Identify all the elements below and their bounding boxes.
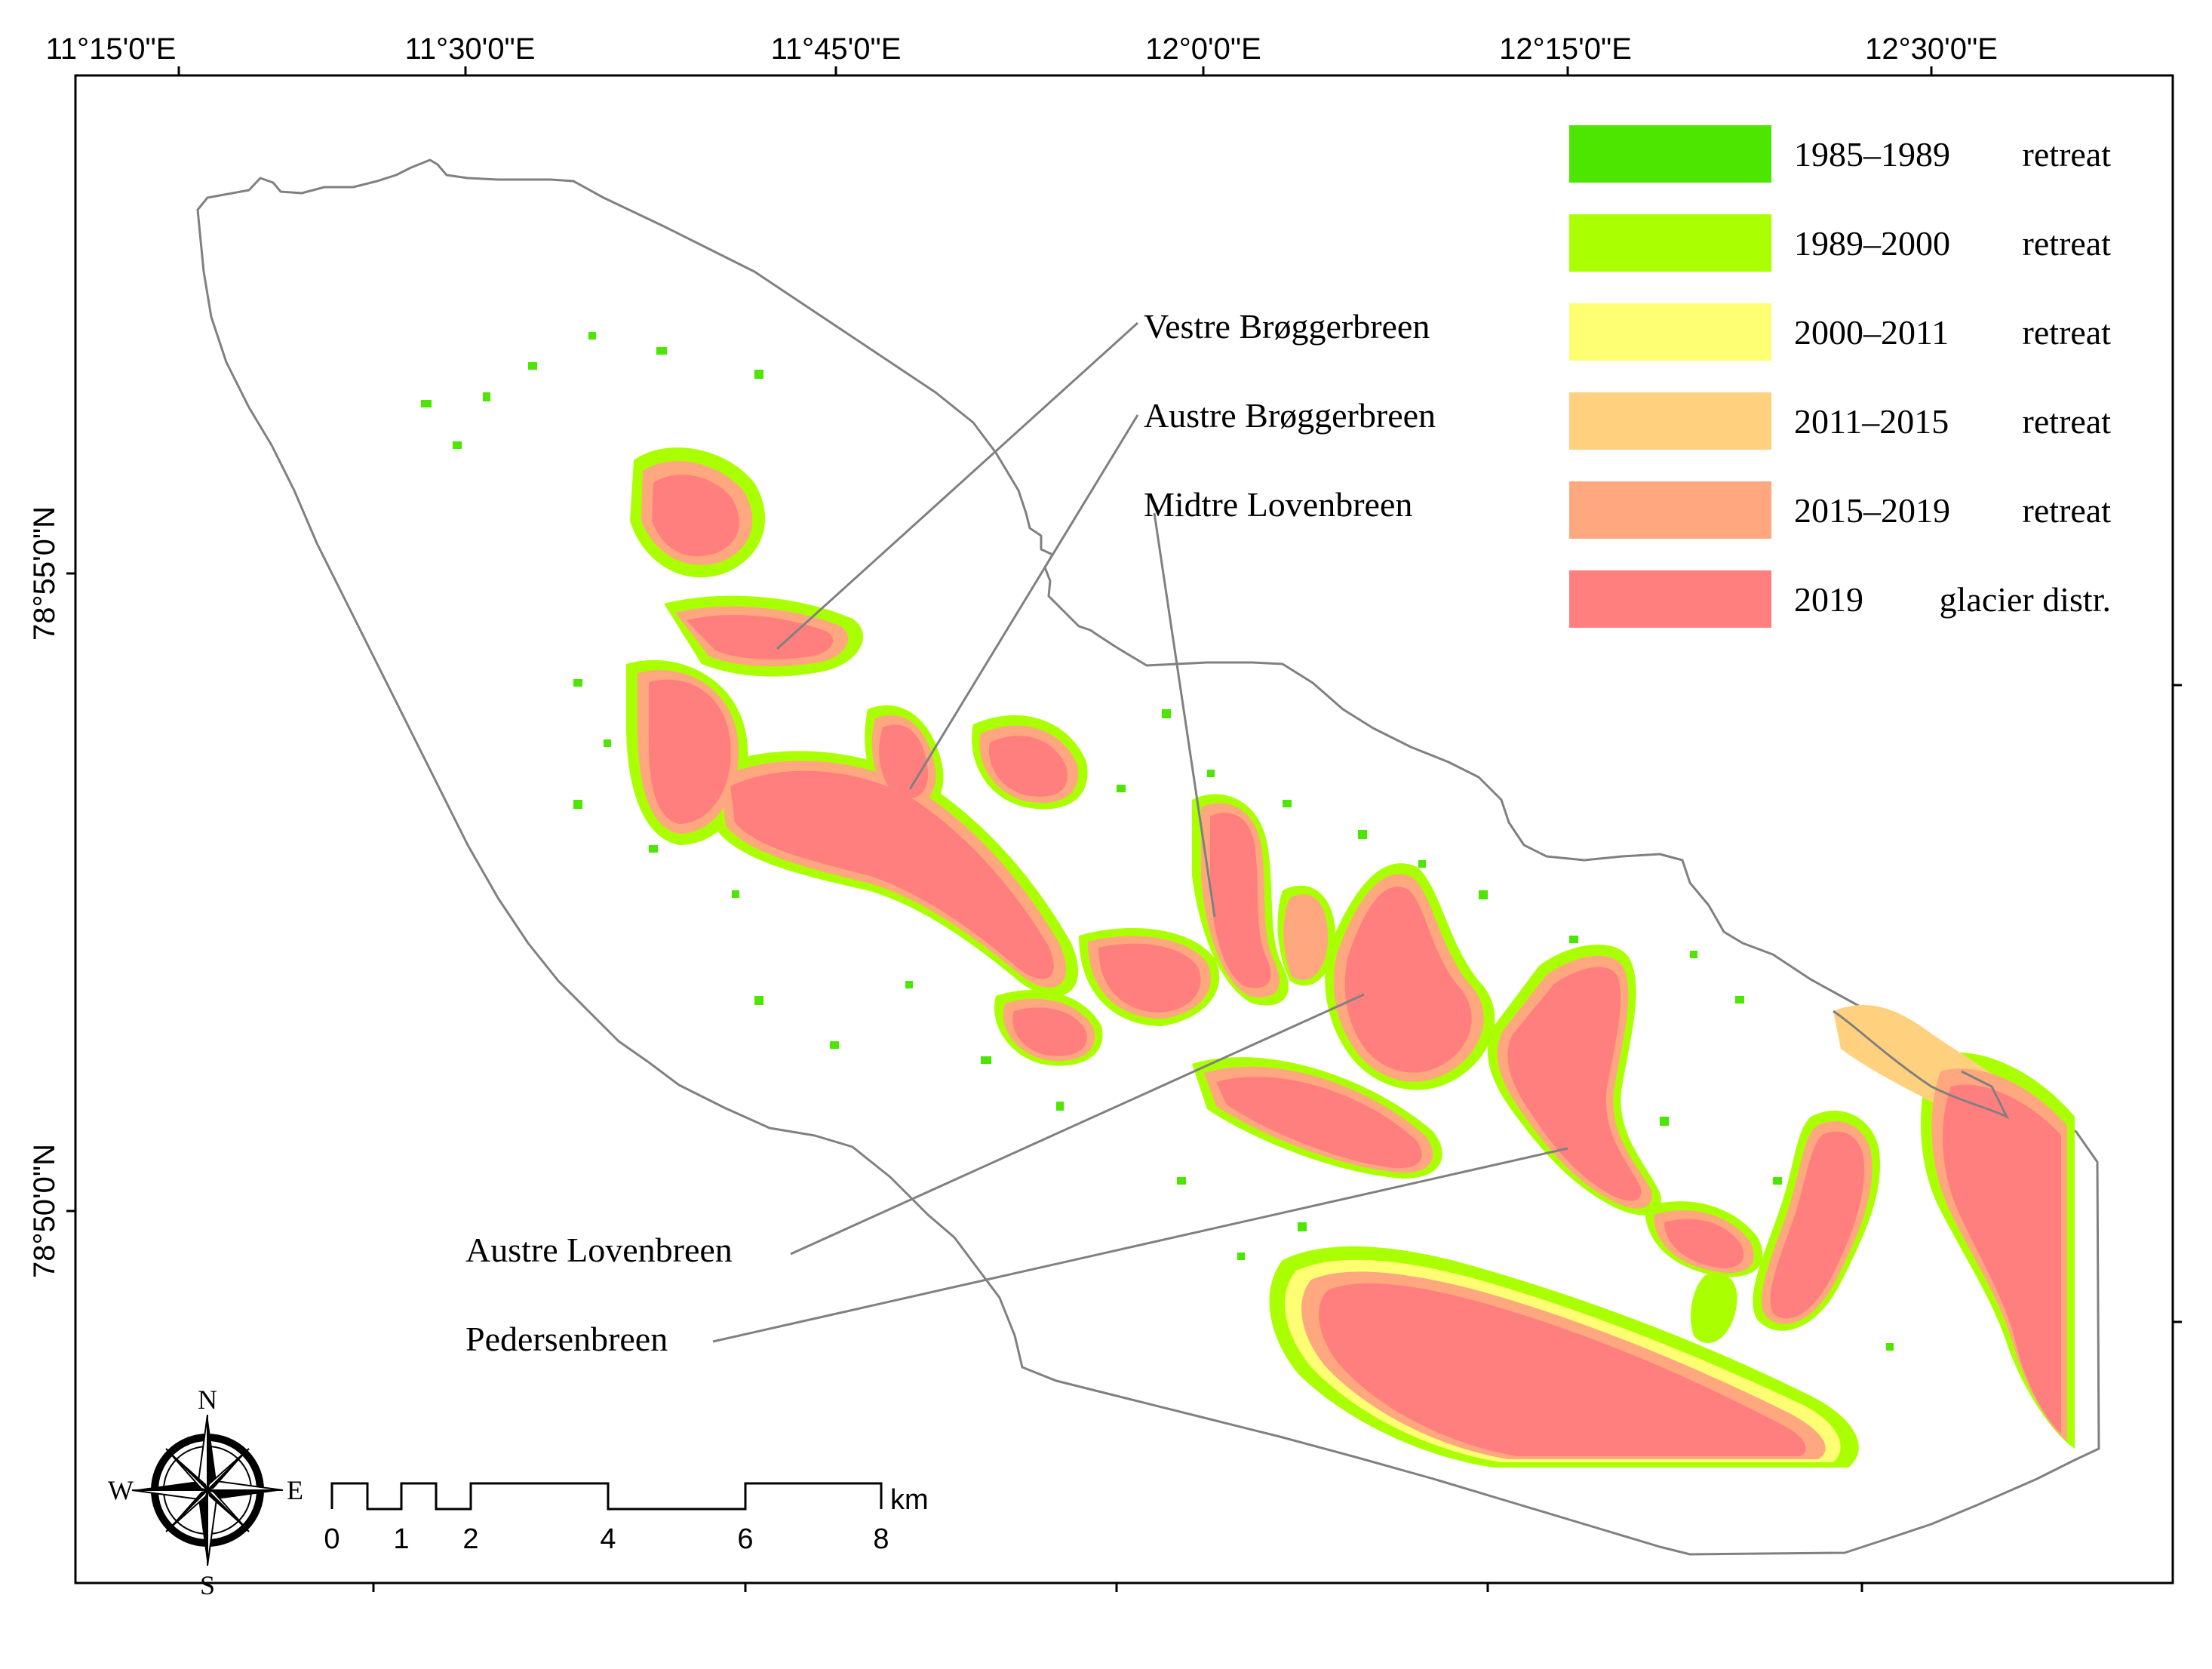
scale-tick-label: 6 <box>737 1523 753 1555</box>
legend-swatch <box>1569 481 1771 539</box>
top-axis-label: 11°15'0"E <box>46 32 177 66</box>
top-axis-label: 12°30'0"E <box>1865 32 1998 66</box>
left-axis-labels: 78°55'0"N 78°50'0"N <box>28 506 61 1278</box>
legend-item: 2015–2019 retreat <box>1569 481 2111 539</box>
compass-south-label: S <box>200 1570 215 1600</box>
legend-swatch <box>1569 570 1771 628</box>
legend-years: 1985–1989 <box>1794 135 1950 174</box>
legend-item: 2011–2015 retreat <box>1569 392 2111 450</box>
legend-label: retreat <box>2023 313 2112 352</box>
legend-years: 2019 <box>1794 580 1863 619</box>
inset-outline <box>1833 1010 2010 1120</box>
compass-north-label: N <box>198 1385 217 1415</box>
legend-swatch <box>1569 125 1771 183</box>
scale-tick-label: 2 <box>462 1523 478 1555</box>
legend-label: retreat <box>2023 135 2112 174</box>
left-axis-label: 78°55'0"N <box>28 506 61 641</box>
top-axis-label: 11°45'0"E <box>771 32 902 66</box>
label-vestre-broggerbreen: Vestre Brøggerbreen <box>1144 307 1430 346</box>
compass-west-label: W <box>108 1475 134 1505</box>
top-axis-label: 11°30'0"E <box>405 32 536 66</box>
label-austre-lovenbreen: Austre Lovenbreen <box>465 1231 733 1269</box>
legend-label: glacier distr. <box>1940 580 2111 619</box>
scale-bar-line <box>330 1482 883 1511</box>
legend-years: 2015–2019 <box>1794 491 1950 530</box>
glacier-2019-core <box>648 475 2061 1434</box>
legend-label: retreat <box>2023 491 2112 530</box>
glacier-zones <box>421 332 2075 1468</box>
compass-star-icon <box>131 1414 284 1566</box>
compass-east-label: E <box>287 1475 303 1505</box>
label-austre-broggerbreen: Austre Brøggerbreen <box>1144 396 1436 435</box>
top-tick-marks <box>464 66 1933 75</box>
legend-item: 2000–2011 retreat <box>1569 303 2111 361</box>
legend-years: 2011–2015 <box>1794 402 1949 441</box>
leader-lines <box>712 321 1568 1343</box>
scale-tick-label: 1 <box>393 1523 409 1555</box>
top-axis-label: 12°0'0"E <box>1145 32 1261 66</box>
left-tick-marks <box>66 572 2182 1323</box>
top-axis-label: 12°15'0"E <box>1499 32 1632 66</box>
scale-tick-label: 4 <box>600 1523 616 1555</box>
bottom-tick-marks <box>372 1583 1863 1592</box>
legend-item: 1985–1989 retreat <box>1569 125 2111 183</box>
scale-tick-label: 0 <box>324 1523 339 1555</box>
compass-rose: N S E W <box>108 1385 303 1600</box>
scale-bar: 0 1 2 4 6 8 km <box>324 1482 929 1555</box>
legend-item: 1989–2000 retreat <box>1569 214 2111 272</box>
legend-swatch <box>1569 392 1771 450</box>
legend-years: 2000–2011 <box>1794 313 1949 352</box>
map-frame <box>74 74 2174 1584</box>
glacier-labels: Vestre Brøggerbreen Austre Brøggerbreen … <box>465 307 1436 1358</box>
legend-label: retreat <box>2023 224 2112 263</box>
legend-swatch <box>1569 303 1771 361</box>
legend-item: 2019 glacier distr. <box>1569 570 2111 628</box>
glacier-2019-zone <box>1319 1283 1806 1456</box>
left-axis-label: 78°50'0"N <box>28 1144 61 1278</box>
top-axis-labels: 11°15'0"E 11°30'0"E 11°45'0"E 12°0'0"E 1… <box>46 32 1998 66</box>
label-midtre-lovenbreen: Midtre Lovenbreen <box>1144 485 1412 524</box>
legend-years: 1989–2000 <box>1794 224 1950 263</box>
scale-unit-label: km <box>890 1484 929 1516</box>
label-pedersenbreen: Pedersenbreen <box>465 1320 668 1358</box>
scale-tick-label: 8 <box>873 1523 889 1555</box>
basin-outline <box>196 158 2100 1556</box>
legend-swatch <box>1569 214 1771 272</box>
legend-label: retreat <box>2023 402 2112 441</box>
